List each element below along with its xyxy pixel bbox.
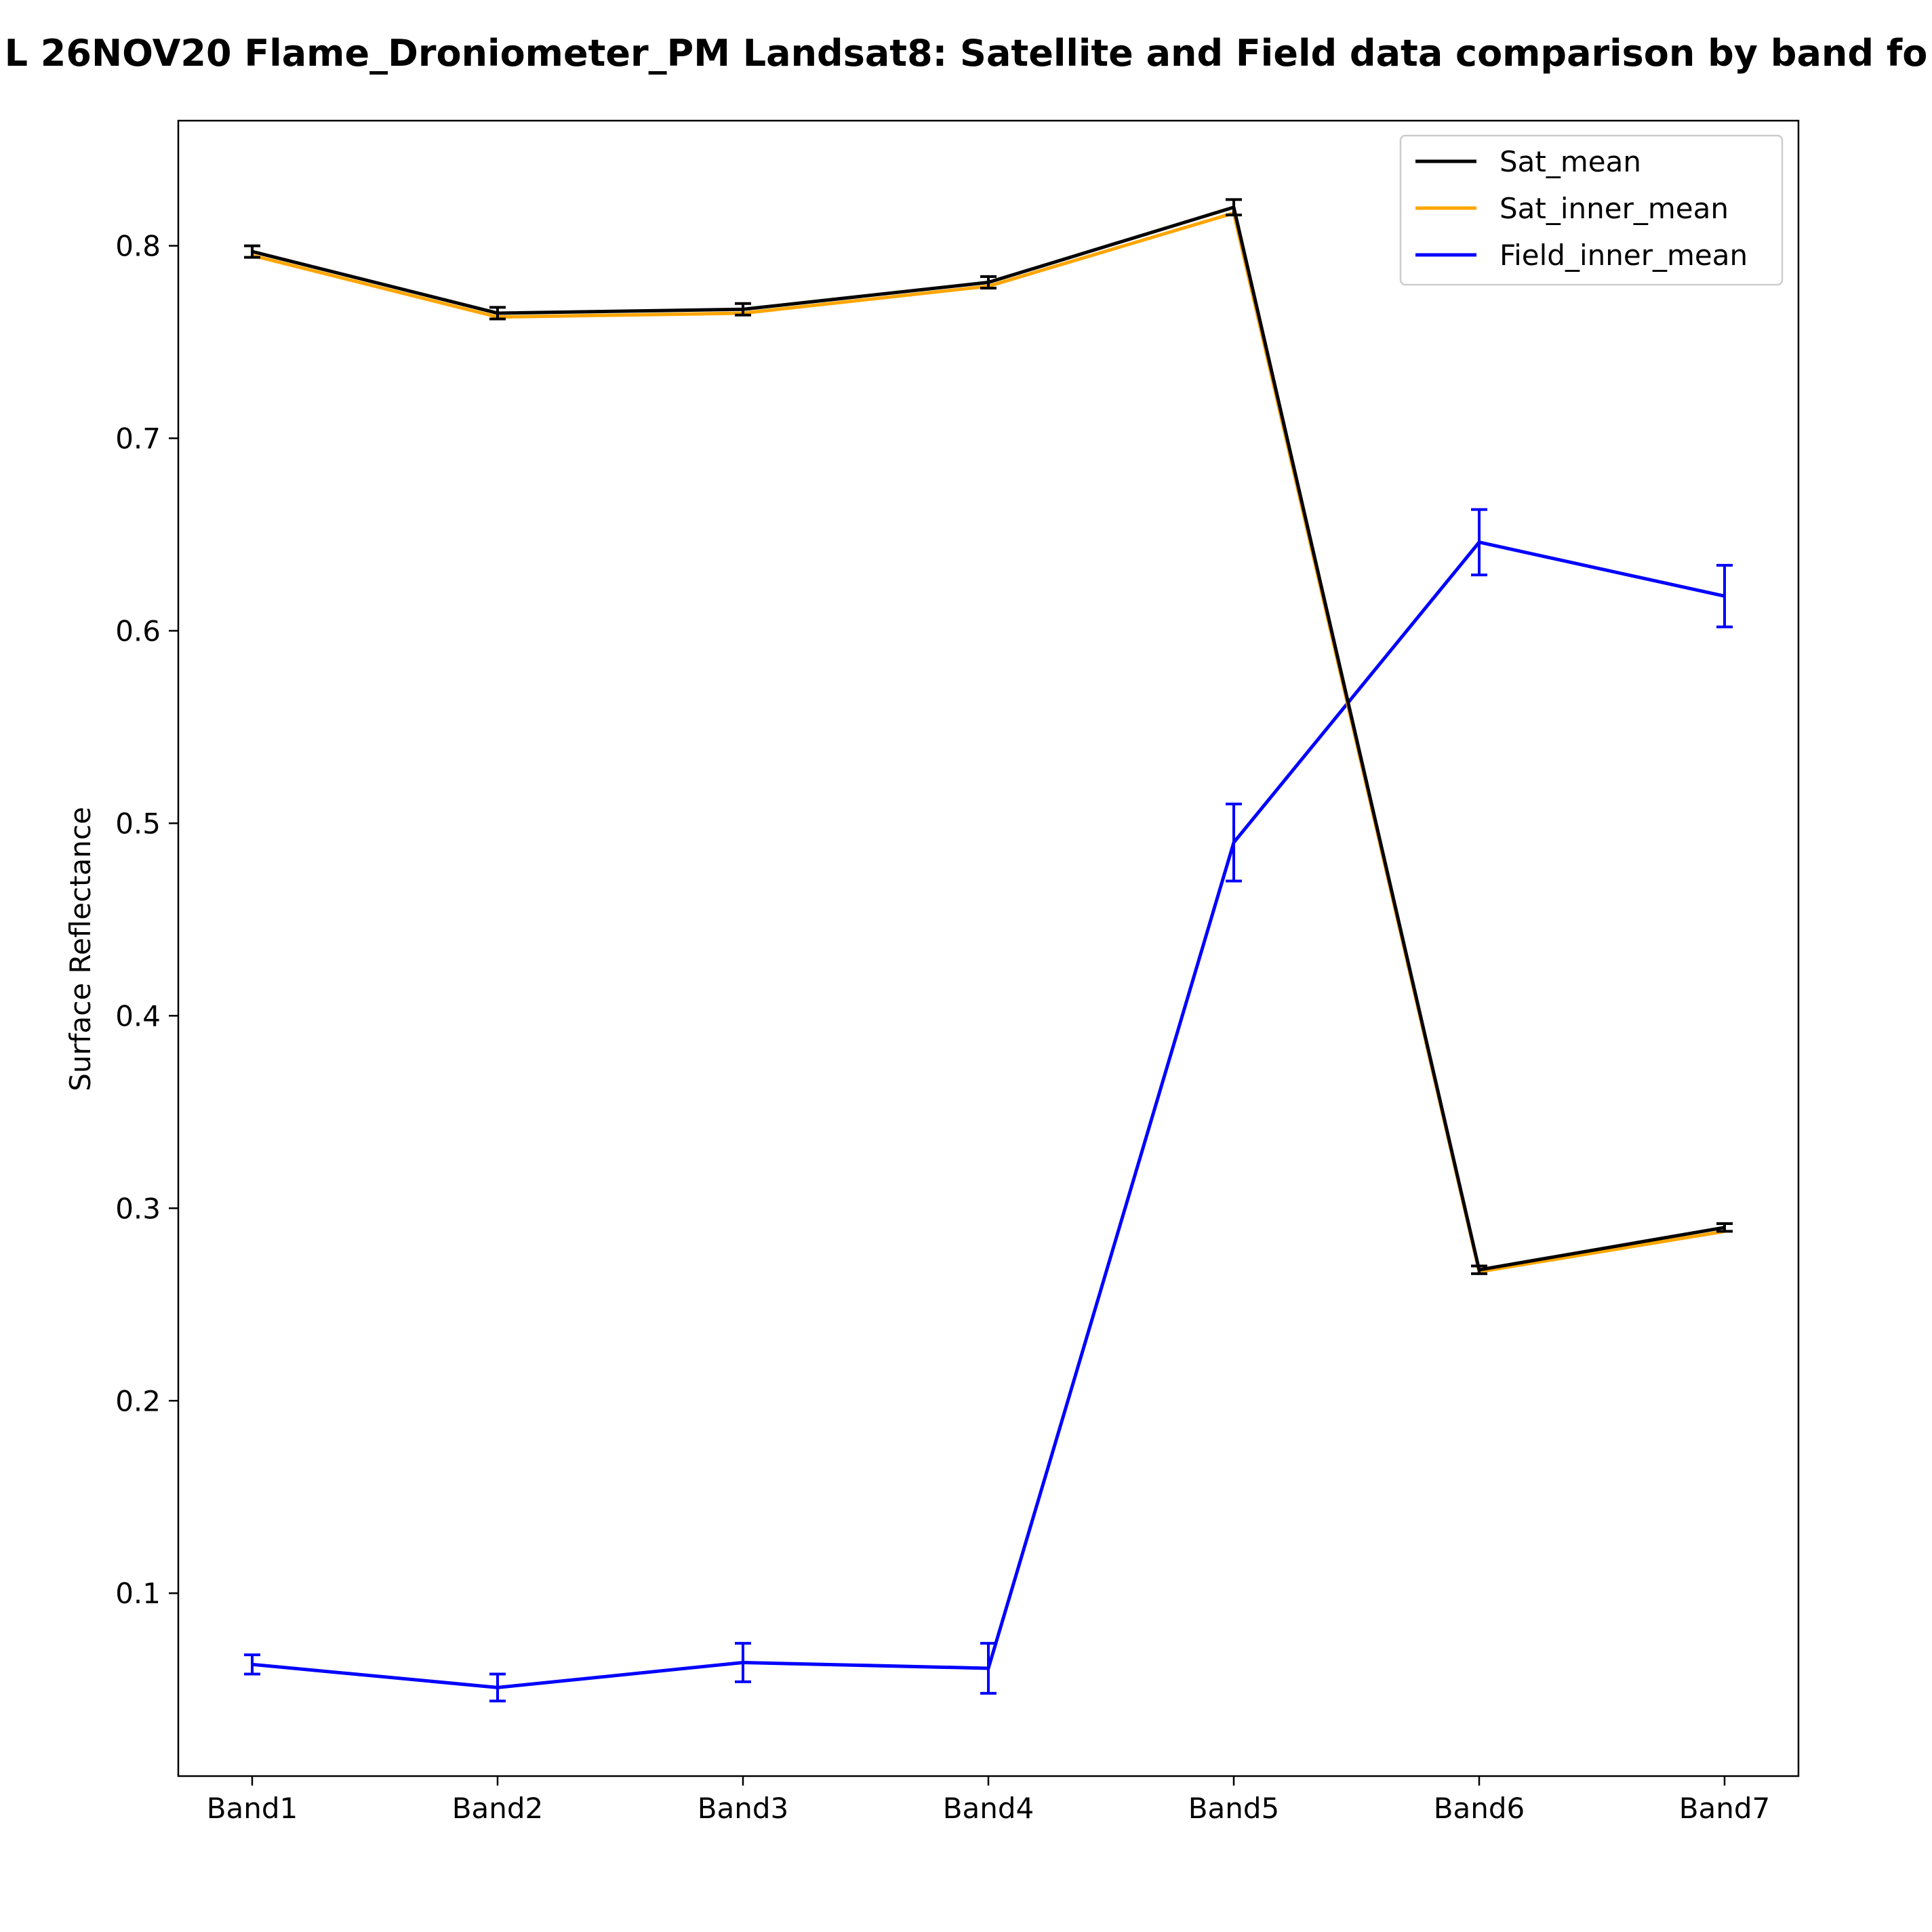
x-tick-label: Band1	[207, 1792, 298, 1825]
x-tick-label: Band7	[1679, 1792, 1771, 1825]
y-tick-label: 0.6	[115, 614, 161, 647]
plot-area	[244, 198, 1733, 1703]
legend-entry: Field_inner_mean	[1500, 239, 1748, 272]
y-tick-label: 0.1	[115, 1577, 161, 1610]
y-tick-label: 0.3	[115, 1192, 161, 1225]
y-tick-label: 0.8	[115, 230, 161, 263]
y-tick-label: 0.4	[115, 999, 161, 1032]
y-axis: 0.1 0.2 0.3 0.4 0.5 0.6 0.7 0.8	[115, 230, 178, 1610]
legend: Sat_mean Sat_inner_mean Field_inner_mean	[1399, 134, 1784, 286]
x-tick-label: Band3	[698, 1792, 789, 1825]
plot-frame	[177, 119, 1800, 1777]
series-sat-mean	[244, 198, 1733, 1275]
legend-entry: Sat_inner_mean	[1500, 192, 1729, 225]
y-tick-label: 0.5	[115, 807, 161, 840]
legend-entry: Sat_mean	[1500, 145, 1641, 178]
x-tick-label: Band6	[1434, 1792, 1525, 1825]
x-axis: Band1 Band2 Band3 Band4 Band5 Band6 Band7	[207, 1776, 1771, 1825]
y-tick-label: 0.2	[115, 1384, 161, 1417]
y-tick-label: 0.7	[115, 422, 161, 456]
x-tick-label: Band5	[1188, 1792, 1280, 1825]
x-tick-label: Band2	[452, 1792, 544, 1825]
x-tick-label: Band4	[943, 1792, 1034, 1825]
legend-box	[1399, 134, 1784, 286]
chart-title: L 26NOV20 Flame_Droniometer_PM Landsat8:…	[5, 32, 1928, 75]
series-field-inner-mean	[244, 508, 1733, 1703]
y-axis-label: Surface Reflectance	[64, 807, 97, 1091]
